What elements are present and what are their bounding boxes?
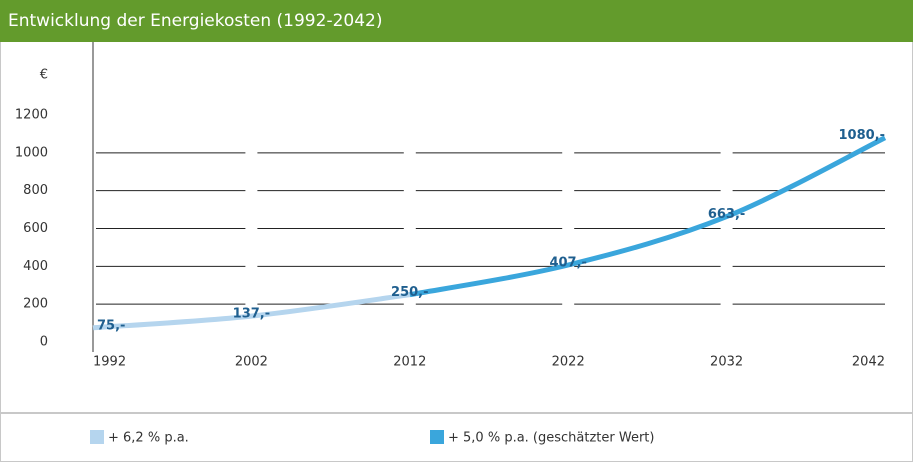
y-tick-label: 800 — [23, 183, 48, 198]
y-tick-label: 1000 — [15, 145, 48, 160]
y-axis-label: € — [40, 68, 48, 83]
y-tick-label: 0 — [40, 335, 48, 350]
legend-label: + 5,0 % p.a. (geschätzter Wert) — [448, 431, 654, 446]
header — [0, 0, 913, 42]
x-tick-label: 1992 — [93, 355, 126, 370]
data-label: 1080,- — [838, 128, 885, 143]
data-label: 663,- — [708, 207, 745, 222]
chart-title: Entwicklung der Energiekosten (1992-2042… — [8, 11, 382, 31]
x-tick-label: 2032 — [710, 355, 743, 370]
legend-label: + 6,2 % p.a. — [108, 431, 189, 446]
y-tick-label: 400 — [23, 259, 48, 274]
data-label: 137,- — [233, 307, 270, 322]
y-tick-label: 200 — [23, 297, 48, 312]
data-label: 250,- — [391, 285, 428, 300]
line — [92, 292, 411, 331]
x-tick-label: 2002 — [235, 355, 268, 370]
y-tick-label: 1200 — [15, 108, 48, 123]
x-tick-label: 2012 — [393, 355, 426, 370]
legend-swatch — [90, 430, 104, 444]
x-tick-label: 2042 — [852, 355, 885, 370]
data-label: 407,- — [549, 256, 586, 271]
data-label: 75,- — [97, 318, 125, 333]
line — [409, 135, 887, 298]
x-tick-label: 2022 — [552, 355, 585, 370]
legend-swatch — [430, 430, 444, 444]
y-tick-label: 600 — [23, 221, 48, 236]
